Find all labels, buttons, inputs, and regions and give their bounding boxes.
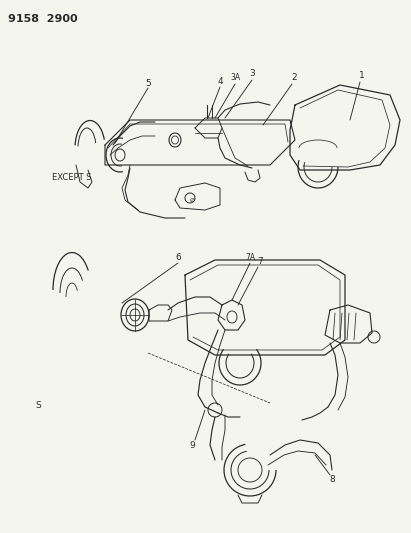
Text: 3A: 3A bbox=[230, 74, 240, 83]
Text: 2: 2 bbox=[291, 74, 297, 83]
Text: Ø: Ø bbox=[189, 198, 194, 203]
Text: S: S bbox=[35, 400, 41, 409]
Text: EXCEPT S: EXCEPT S bbox=[52, 174, 92, 182]
Text: 9: 9 bbox=[189, 440, 195, 449]
Text: 3: 3 bbox=[249, 69, 255, 78]
Text: 7: 7 bbox=[257, 256, 263, 265]
Text: 9158  2900: 9158 2900 bbox=[8, 14, 78, 24]
Text: 8: 8 bbox=[329, 475, 335, 484]
Text: 4: 4 bbox=[217, 77, 223, 85]
Text: 7A: 7A bbox=[245, 253, 255, 262]
Text: 5: 5 bbox=[145, 78, 151, 87]
Text: 1: 1 bbox=[359, 71, 365, 80]
Text: 6: 6 bbox=[175, 253, 181, 262]
